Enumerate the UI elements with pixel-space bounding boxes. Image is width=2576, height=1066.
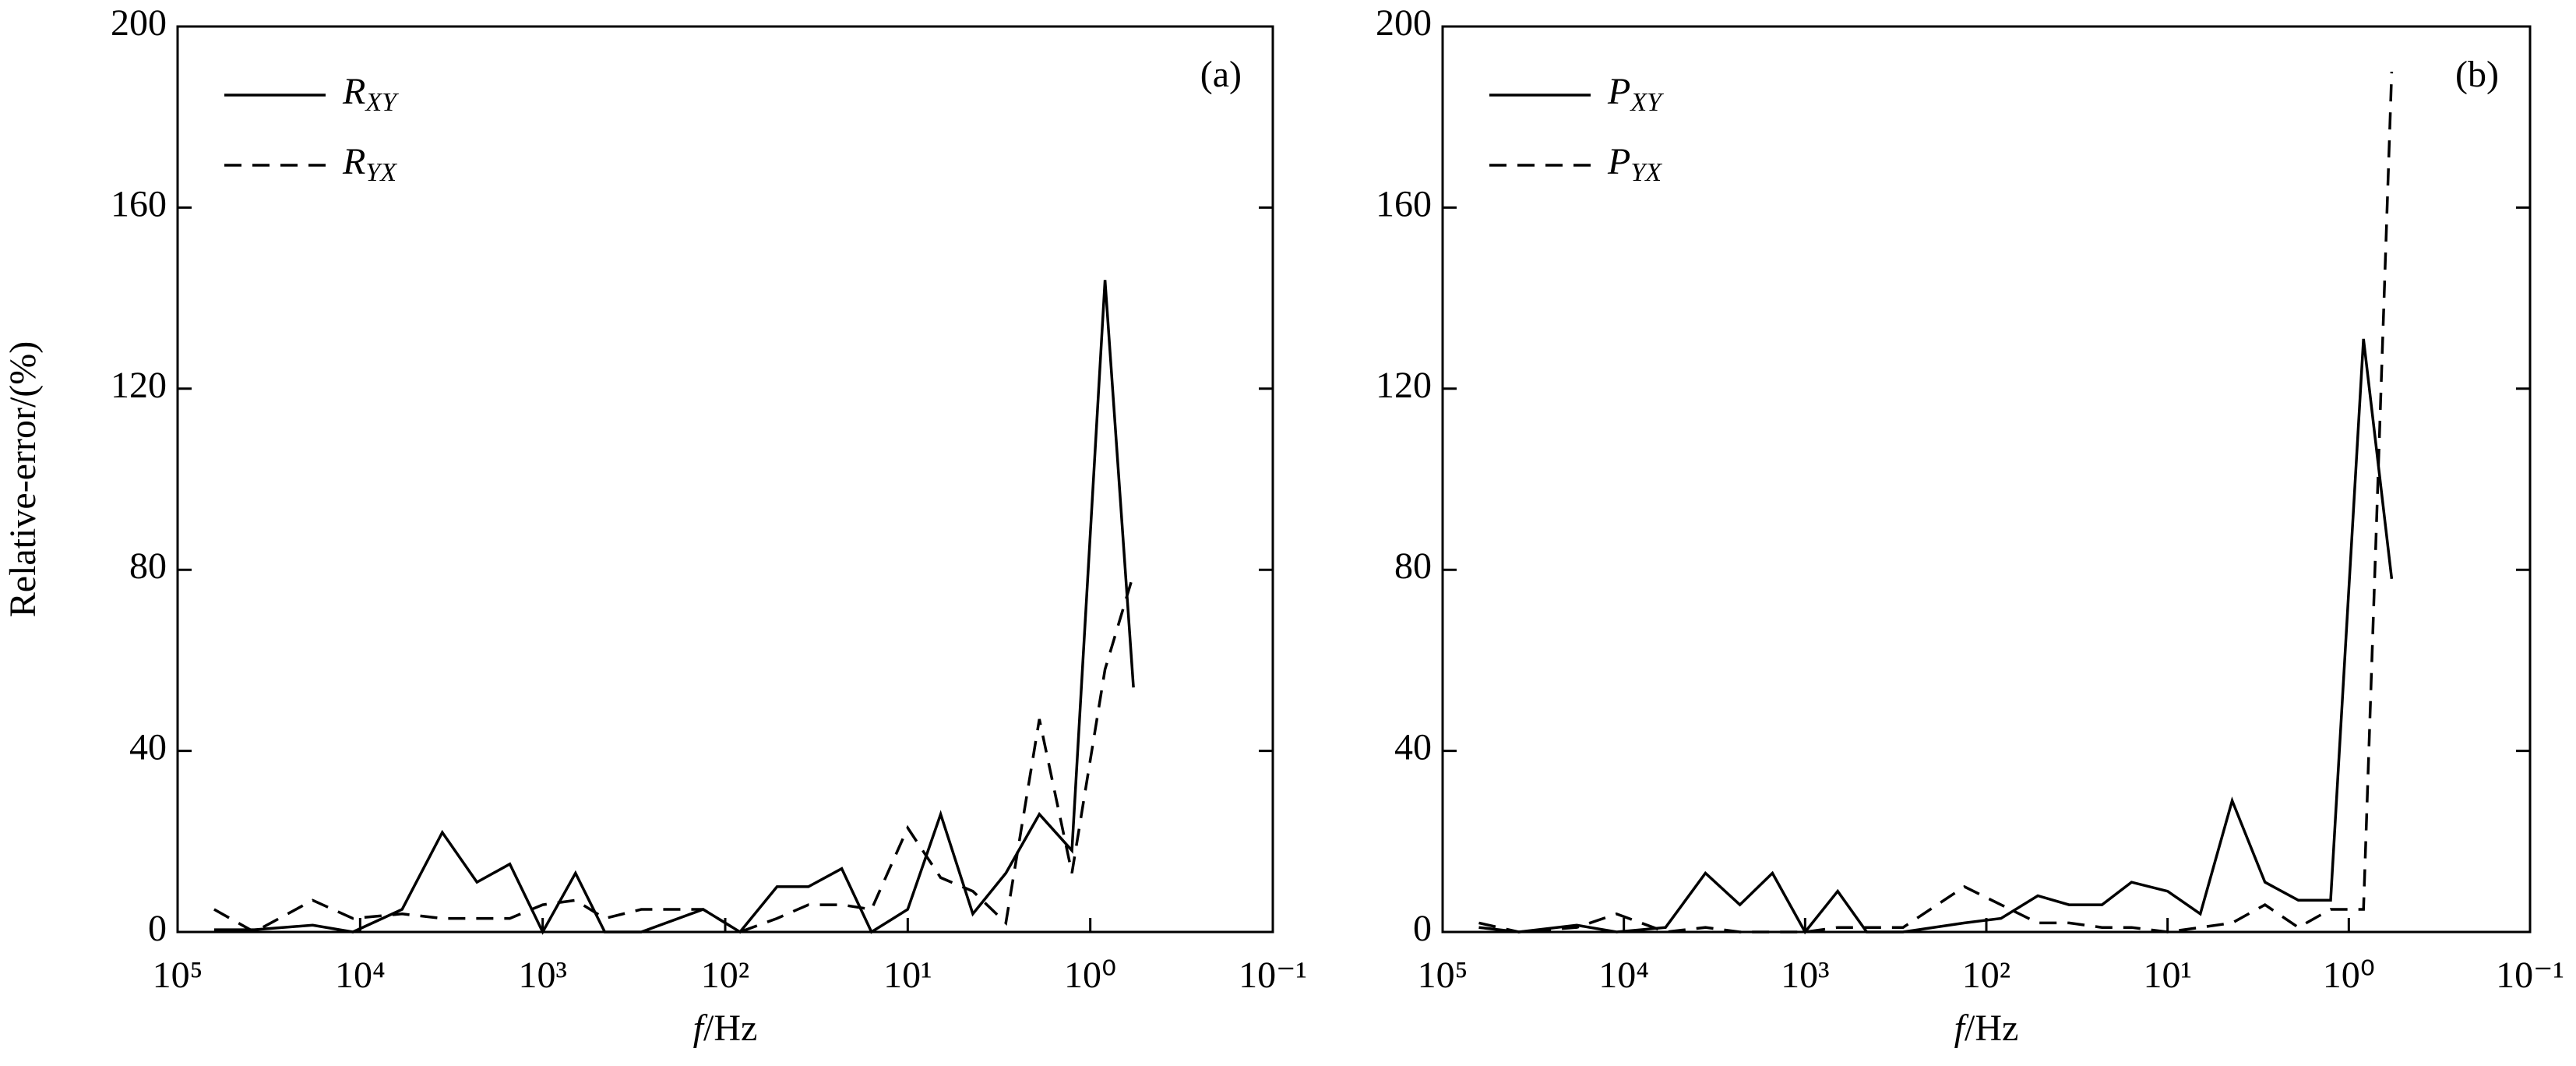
- y-tick-label: 80: [1394, 545, 1432, 587]
- x-tick-label: 10⁵: [1418, 955, 1468, 996]
- legend-label: PXY: [1607, 71, 1664, 117]
- y-tick-label: 200: [1376, 2, 1432, 44]
- y-tick-label: 40: [129, 727, 167, 768]
- x-tick-label: 10³: [1781, 955, 1829, 996]
- x-axis-label: f/Hz: [693, 1008, 758, 1049]
- x-tick-label: 10⁴: [1598, 955, 1649, 996]
- data-line: [1478, 72, 2394, 934]
- y-tick-label: 0: [1413, 908, 1432, 949]
- x-axis-label: f/Hz: [1954, 1008, 2019, 1049]
- legend-label: RYX: [342, 141, 397, 187]
- legend-label: RXY: [342, 71, 399, 117]
- x-tick-label: 10²: [701, 955, 749, 996]
- x-tick-label: 10⁴: [335, 955, 386, 996]
- x-tick-label: 10²: [1962, 955, 2010, 996]
- x-tick-label: 10⁻¹: [1239, 955, 1307, 996]
- y-tick-label: 160: [1376, 183, 1432, 224]
- x-tick-label: 10⁻¹: [2496, 955, 2564, 996]
- x-tick-label: 10⁰: [1064, 955, 1116, 996]
- y-tick-label: 40: [1394, 727, 1432, 768]
- y-tick-label: 160: [111, 183, 167, 224]
- y-tick-label: 200: [111, 2, 167, 44]
- data-line: [213, 280, 1135, 935]
- y-tick-label: 120: [1376, 365, 1432, 406]
- panel-label: (b): [2455, 54, 2499, 95]
- y-tick-label: 0: [148, 908, 167, 949]
- x-tick-label: 10⁵: [153, 955, 203, 996]
- y-tick-label: 120: [111, 365, 167, 406]
- y-tick-label: 80: [129, 545, 167, 587]
- data-line: [213, 574, 1135, 934]
- plot-frame: [176, 25, 1274, 934]
- panel-label: (a): [1200, 54, 1242, 95]
- y-axis-label: Relative-error/(%): [2, 341, 44, 617]
- x-tick-label: 10³: [518, 955, 566, 996]
- x-tick-label: 10¹: [883, 955, 932, 996]
- x-tick-label: 10⁰: [2323, 955, 2375, 996]
- x-tick-label: 10¹: [2143, 955, 2191, 996]
- legend-label: PYX: [1607, 141, 1662, 187]
- data-line: [1478, 338, 2394, 935]
